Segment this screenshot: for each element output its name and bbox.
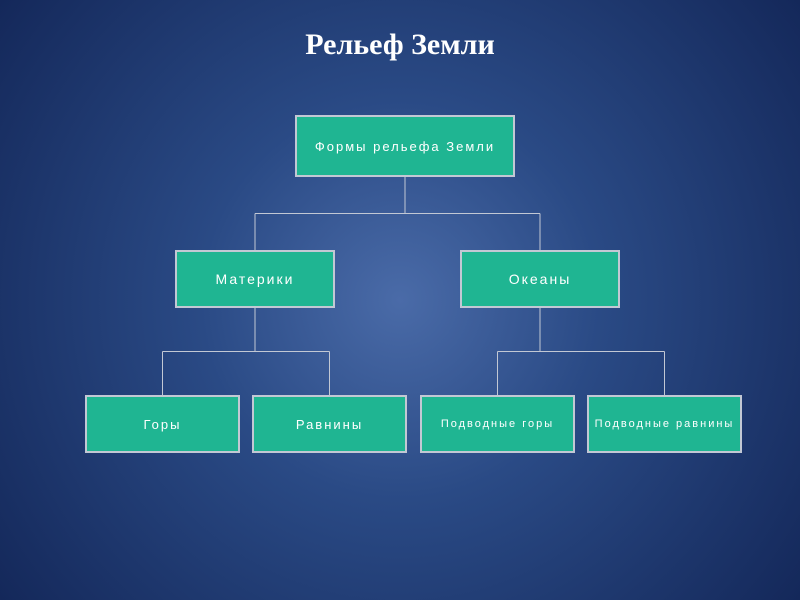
- node-l_r: Равнины: [252, 395, 407, 453]
- node-l_l: Горы: [85, 395, 240, 453]
- node-right: Океаны: [460, 250, 620, 308]
- page-title: Рельеф Земли: [0, 28, 800, 62]
- connector-layer: [0, 0, 800, 600]
- node-r_r: Подводные равнины: [587, 395, 742, 453]
- node-r_l: Подводные горы: [420, 395, 575, 453]
- node-left: Материки: [175, 250, 335, 308]
- node-root: Формы рельефа Земли: [295, 115, 515, 177]
